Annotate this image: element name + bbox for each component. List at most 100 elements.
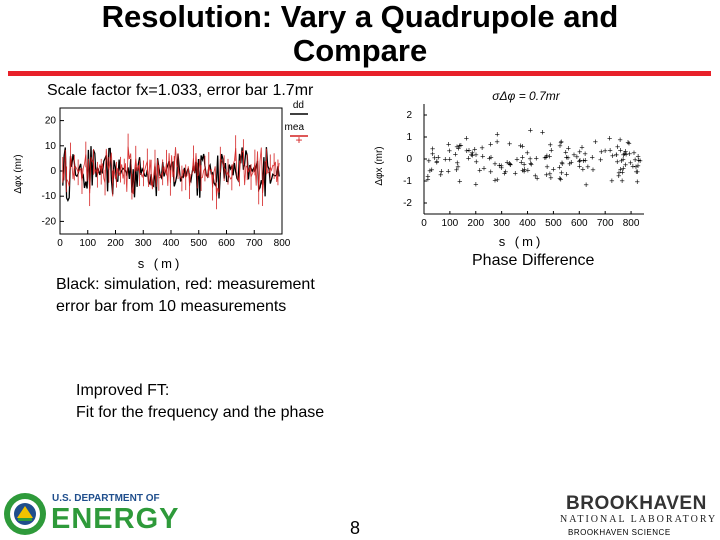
- left-y-tick-label: -10: [42, 191, 57, 202]
- right-y-tick-label: 1: [406, 132, 412, 143]
- scatter-point: +: [502, 168, 507, 178]
- scatter-point: +: [426, 156, 431, 166]
- left-x-tick-label: 100: [79, 238, 96, 249]
- scatter-point: +: [528, 154, 533, 164]
- scatter-point: +: [425, 174, 430, 184]
- scatter-point: +: [513, 168, 518, 178]
- scatter-point: +: [520, 152, 525, 162]
- scatter-point: +: [528, 158, 533, 168]
- scatter-point: +: [584, 180, 589, 190]
- scatter-point: +: [454, 165, 459, 175]
- scatter-point: +: [436, 153, 441, 163]
- scatter-point: +: [623, 146, 628, 156]
- scatter-point: +: [626, 138, 631, 148]
- description-line2: error bar from 10 measurements: [56, 298, 287, 315]
- left-chart: 0 100 200 300 400 500 600 700 80020100-10-20ddme…: [13, 100, 308, 271]
- left-x-tick-label: 300: [135, 238, 152, 249]
- scale-factor-caption: Scale factor fx=1.033, error bar 1.7mr: [47, 82, 314, 99]
- scatter-point: +: [585, 162, 590, 172]
- description-text: Black: simulation, red: measurement erro…: [56, 274, 315, 318]
- scatter-point: +: [635, 177, 640, 187]
- scatter-point: +: [474, 157, 479, 167]
- right-x-tick-label: 600: [571, 218, 588, 229]
- scatter-point: +: [507, 159, 512, 169]
- scatter-point: +: [495, 175, 500, 185]
- scatter-point: +: [508, 160, 513, 170]
- scatter-point: +: [630, 161, 635, 171]
- scatter-point: +: [577, 147, 582, 157]
- scatter-point: +: [454, 142, 459, 152]
- description-line1: Black: simulation, red: measurement: [56, 276, 315, 293]
- scatter-point: +: [564, 152, 569, 162]
- left-x-tick-label: 700: [246, 238, 263, 249]
- left-chart-xlabel: s (m): [138, 256, 183, 271]
- left-x-tick-label: 500: [190, 238, 207, 249]
- scatter-point: +: [636, 155, 641, 165]
- scatter-point: +: [458, 141, 463, 151]
- scatter-point: +: [508, 160, 513, 170]
- right-x-tick-label: 0: [421, 218, 427, 229]
- scatter-point: +: [534, 174, 539, 184]
- scatter-point: +: [466, 153, 471, 163]
- right-x-tick-label: 400: [519, 218, 536, 229]
- scatter-point: +: [430, 149, 435, 159]
- scatter-point: +: [558, 174, 563, 184]
- scatter-point: +: [569, 158, 574, 168]
- scatter-point: +: [494, 137, 499, 147]
- scatter-point: +: [464, 146, 469, 156]
- scatter-point: +: [499, 163, 504, 173]
- scatter-point: +: [429, 165, 434, 175]
- scatter-point: +: [628, 158, 633, 168]
- scatter-point: +: [590, 165, 595, 175]
- left-y-tick-label: -20: [42, 216, 57, 227]
- left-y-tick-label: 0: [50, 166, 56, 177]
- scatter-point: +: [548, 140, 553, 150]
- slide-title: Resolution: Vary a Quadrupole and Compar…: [30, 0, 690, 68]
- scatter-point: +: [623, 150, 628, 160]
- scatter-point: +: [503, 167, 508, 177]
- improved-line2: Fit for the frequency and the phase: [76, 404, 325, 421]
- scatter-point: +: [495, 129, 500, 139]
- scatter-point: +: [557, 162, 562, 172]
- scatter-point: +: [525, 165, 530, 175]
- scatter-point: +: [470, 148, 475, 158]
- left-chart-ylabel: Δφx (mr): [13, 154, 24, 193]
- left-y-tick-label: 20: [45, 116, 57, 127]
- scatter-point: +: [577, 156, 582, 166]
- right-y-tick-label: 2: [406, 110, 412, 121]
- scatter-point: +: [610, 151, 615, 161]
- scatter-point: +: [607, 146, 612, 156]
- scatter-point: +: [464, 133, 469, 143]
- scatter-point: +: [565, 153, 570, 163]
- scatter-point: +: [514, 155, 519, 165]
- scatter-point: +: [443, 155, 448, 165]
- legend-label-mea: mea: [285, 122, 305, 133]
- scatter-point: +: [593, 137, 598, 147]
- scatter-point: +: [488, 167, 493, 177]
- scatter-point: +: [544, 162, 549, 172]
- left-x-tick-label: 400: [163, 238, 180, 249]
- scatter-point: +: [635, 167, 640, 177]
- right-y-tick-label: -1: [403, 176, 412, 187]
- scatter-point: +: [521, 166, 526, 176]
- scatter-point: +: [609, 176, 614, 186]
- scatter-point: +: [616, 168, 621, 178]
- phase-difference-label: Phase Difference: [472, 252, 595, 269]
- scatter-point: +: [618, 145, 623, 155]
- bnl-lab: NATIONAL LABORATORY: [560, 514, 718, 525]
- scatter-point: +: [439, 166, 444, 176]
- bnl-sub: BROOKHAVEN SCIENCE: [568, 528, 671, 537]
- scatter-point: +: [557, 141, 562, 151]
- scatter-point: +: [455, 162, 460, 172]
- scatter-point: +: [488, 152, 493, 162]
- doe-line1: U.S. DEPARTMENT OF: [52, 493, 160, 504]
- scatter-point: +: [574, 152, 579, 162]
- scatter-point: +: [457, 141, 462, 151]
- title-divider: [8, 71, 711, 76]
- right-chart-title: σΔφ = 0.7mr: [492, 89, 560, 103]
- scatter-point: +: [481, 164, 486, 174]
- scatter-point: +: [446, 140, 451, 150]
- scatter-point: +: [455, 158, 460, 168]
- scatter-point: +: [520, 142, 525, 152]
- scatter-point: +: [559, 137, 564, 147]
